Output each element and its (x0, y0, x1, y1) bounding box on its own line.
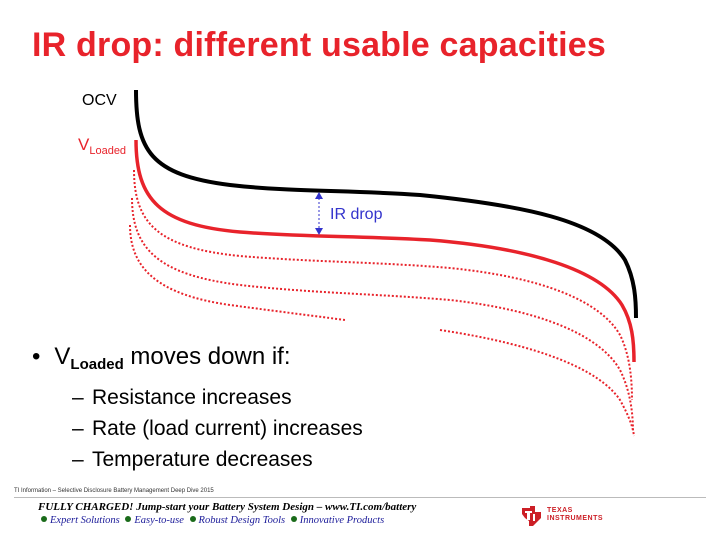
main-bullet-suffix: moves down if: (123, 343, 291, 370)
vloaded-curve (134, 139, 636, 363)
sub-bullet-text: Temperature decreases (92, 448, 313, 471)
sub-bullet-item: – Rate (load current) increases (72, 413, 363, 444)
dash-symbol: – (72, 417, 84, 440)
ir-drop-arrow-up (315, 192, 323, 199)
footer-headline: FULLY CHARGED! Jump-start your Battery S… (38, 501, 417, 513)
tagline: Robust Design Tools (198, 515, 286, 526)
dash-symbol: – (72, 448, 84, 471)
tagline: Expert Solutions (50, 515, 120, 526)
sub-bullet-item: – Resistance increases (72, 382, 363, 413)
vloaded-label-sub: Loaded (89, 145, 127, 157)
logo-line: INSTRUMENTS (547, 515, 604, 522)
ocv-label: OCV (82, 92, 117, 109)
sub-bullet-list: – Resistance increases – Rate (load curren… (72, 382, 363, 475)
bullet-symbol: • (32, 343, 41, 370)
main-bullet-sub: Loaded (70, 356, 124, 373)
ir-drop-arrow-down (315, 228, 323, 235)
main-bullet: • VLoaded moves down if: (32, 343, 291, 373)
shifted-curve-3 (129, 224, 346, 321)
ti-logo-text: TEXAS INSTRUMENTS (547, 507, 603, 523)
bullet-dot-icon (189, 516, 196, 522)
dash-symbol: – (72, 386, 84, 409)
tagline: Innovative Products (299, 515, 385, 526)
sub-bullet-text: Resistance increases (92, 386, 292, 409)
shifted-curve-1 (133, 169, 633, 401)
footnote: TI Information – Selective Disclosure Ba… (14, 488, 214, 494)
bullet-dot-icon (41, 516, 47, 522)
bullet-dot-icon (290, 516, 297, 522)
sub-bullet-item: – Temperature decreases (72, 444, 363, 475)
footer-divider (14, 497, 706, 498)
logo-line: TEXAS (547, 507, 573, 514)
slide-title: IR drop: different usable capacities (32, 26, 606, 64)
ir-drop-label: IR drop (330, 206, 383, 223)
vloaded-label-main: V (78, 135, 90, 154)
tagline: Easy-to-use (134, 515, 184, 526)
footer-banner: FULLY CHARGED! Jump-start your Battery S… (38, 501, 416, 526)
ocv-curve (134, 89, 638, 319)
footer-taglines: Expert Solutions Easy-to-use Robust Desi… (38, 515, 416, 526)
ti-logo-icon (522, 506, 541, 526)
shifted-curve-3b (439, 329, 635, 437)
sub-bullet-text: Rate (load current) increases (92, 417, 363, 440)
main-bullet-prefix: V (54, 343, 71, 370)
bullet-dot-icon (125, 516, 132, 522)
vloaded-label: VLoaded (78, 135, 126, 157)
